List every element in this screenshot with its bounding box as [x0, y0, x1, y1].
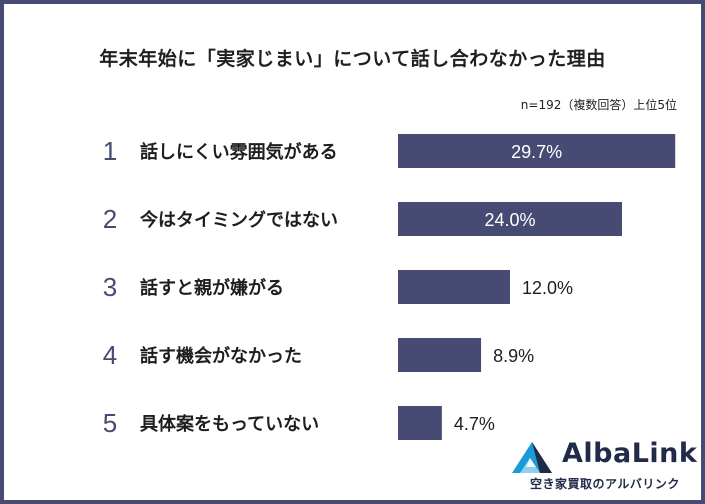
sample-note: n=192（複数回答）上位5位 — [520, 98, 677, 112]
bar — [398, 202, 622, 236]
category-label: 話すと親が嫌がる — [140, 277, 284, 299]
rank-number: 3 — [103, 272, 117, 302]
rank-number: 5 — [103, 408, 117, 438]
rank-number: 1 — [103, 136, 117, 166]
data-label: 4.7% — [454, 414, 495, 434]
category-label: 話しにくい雰囲気がある — [140, 141, 338, 163]
brand-tagline: 空き家買取のアルバリンク — [530, 477, 680, 491]
chart-title: 年末年始に「実家じまい」について話し合わなかった理由 — [99, 48, 606, 70]
data-label: 12.0% — [522, 278, 573, 298]
bar — [398, 406, 442, 440]
data-label: 8.9% — [493, 346, 534, 366]
rank-number: 4 — [103, 340, 117, 370]
category-label: 話す機会がなかった — [140, 345, 302, 367]
data-label: 29.7% — [511, 142, 562, 162]
bar-chart: 1 話しにくい雰囲気がある 29.7% 2 今はタイミングではない 24.0% 3 話すと親が… — [103, 134, 676, 440]
bar — [398, 134, 676, 168]
brand-name: AlbaLink — [562, 438, 698, 469]
brand-logo: AlbaLink 空き家買取のアルバリンク — [510, 438, 697, 494]
rank-number: 2 — [103, 204, 117, 234]
data-label: 24.0% — [484, 210, 535, 230]
bar — [398, 338, 482, 372]
triangle-mountain-icon — [512, 442, 552, 473]
category-label: 具体案をもっていない — [140, 413, 319, 435]
category-label: 今はタイミングではない — [140, 209, 338, 231]
bar — [398, 270, 510, 304]
